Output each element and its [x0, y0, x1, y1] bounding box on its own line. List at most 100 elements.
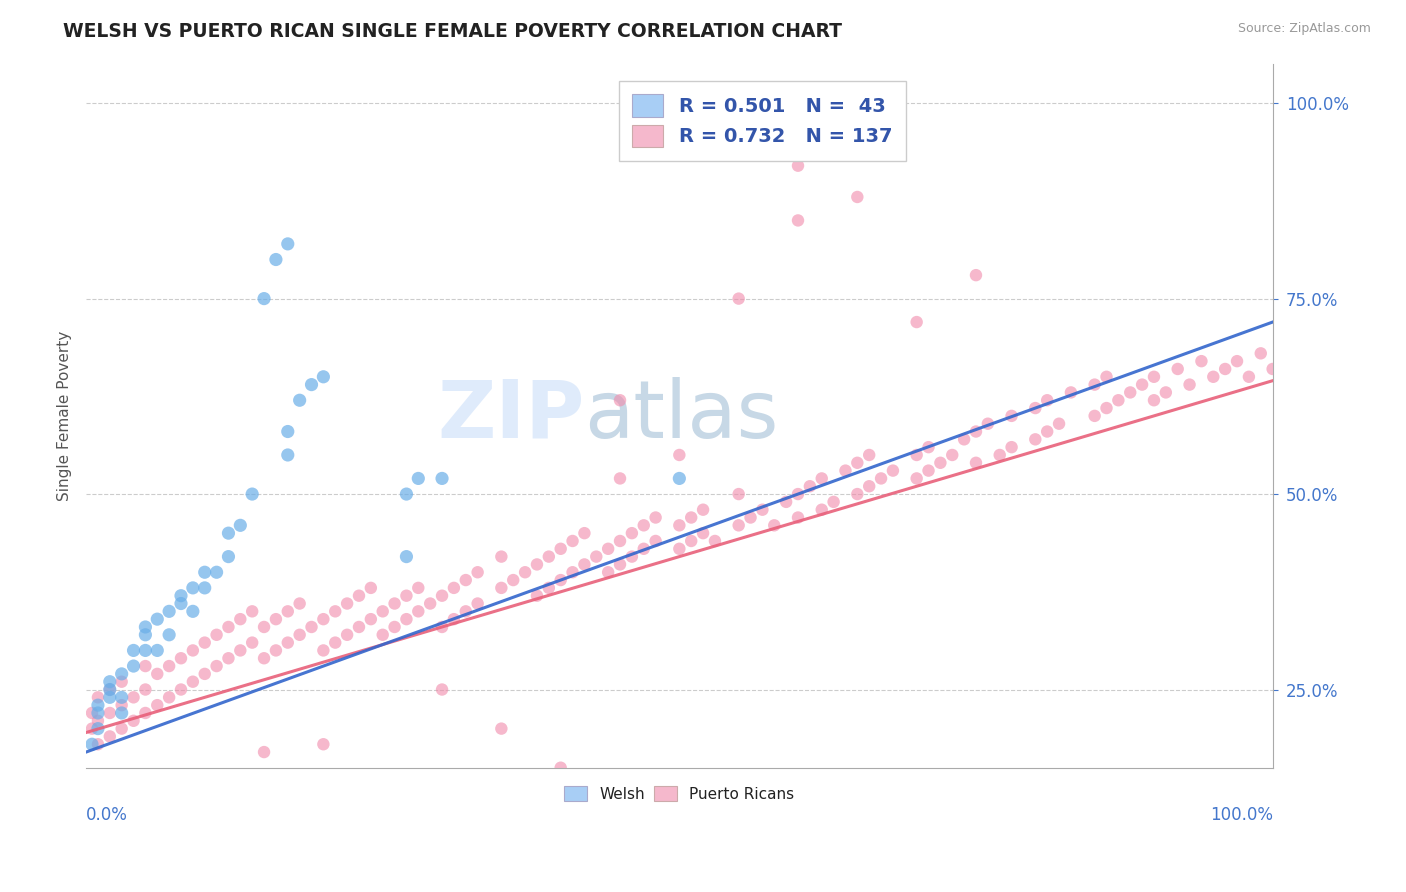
Point	[134, 620, 156, 634]
Point	[668, 448, 690, 462]
Point	[264, 612, 287, 626]
Point	[170, 589, 193, 603]
Point	[491, 722, 513, 736]
Y-axis label: Single Female Poverty: Single Female Poverty	[58, 331, 72, 501]
Point	[633, 541, 655, 556]
Point	[288, 628, 311, 642]
Point	[846, 456, 869, 470]
Point	[181, 643, 204, 657]
Point	[122, 690, 145, 705]
Point	[430, 620, 453, 634]
Point	[965, 268, 987, 282]
Point	[1000, 409, 1022, 423]
Point	[371, 628, 394, 642]
Point	[217, 651, 239, 665]
Point	[977, 417, 1000, 431]
Point	[87, 690, 110, 705]
Point	[598, 541, 620, 556]
Point	[194, 566, 217, 580]
Point	[384, 597, 406, 611]
Point	[740, 510, 762, 524]
Point	[550, 761, 572, 775]
Point	[870, 471, 893, 485]
Point	[408, 471, 430, 485]
Point	[194, 635, 217, 649]
Point	[134, 643, 156, 657]
Point	[609, 533, 631, 548]
Point	[513, 566, 536, 580]
Point	[502, 573, 524, 587]
Point	[288, 597, 311, 611]
Point	[122, 714, 145, 728]
Point	[953, 433, 976, 447]
Point	[598, 566, 620, 580]
Point	[146, 643, 169, 657]
Point	[277, 604, 299, 618]
Point	[609, 558, 631, 572]
Point	[1154, 385, 1177, 400]
Point	[668, 518, 690, 533]
Point	[1107, 393, 1129, 408]
Point	[146, 666, 169, 681]
Point	[917, 464, 939, 478]
Point	[751, 502, 773, 516]
Point	[917, 440, 939, 454]
Point	[1226, 354, 1249, 368]
Point	[1261, 362, 1284, 376]
Point	[692, 502, 714, 516]
Point	[467, 566, 489, 580]
Point	[727, 518, 749, 533]
Point	[395, 589, 418, 603]
Point	[229, 518, 252, 533]
Point	[181, 674, 204, 689]
Point	[1036, 393, 1059, 408]
Point	[988, 448, 1011, 462]
Point	[301, 620, 323, 634]
Point	[205, 566, 228, 580]
Point	[846, 190, 869, 204]
Point	[467, 597, 489, 611]
Point	[323, 604, 346, 618]
Point	[1130, 377, 1153, 392]
Point	[1000, 440, 1022, 454]
Point	[727, 292, 749, 306]
Point	[1250, 346, 1272, 360]
Point	[1202, 369, 1225, 384]
Point	[574, 558, 596, 572]
Point	[1167, 362, 1189, 376]
Point	[1191, 354, 1213, 368]
Point	[134, 682, 156, 697]
Point	[217, 549, 239, 564]
Point	[253, 620, 276, 634]
Point	[347, 620, 370, 634]
Point	[87, 722, 110, 736]
Point	[277, 448, 299, 462]
Point	[336, 628, 359, 642]
Point	[408, 604, 430, 618]
Point	[609, 393, 631, 408]
Point	[312, 612, 335, 626]
Point	[134, 628, 156, 642]
Point	[430, 471, 453, 485]
Point	[1237, 369, 1260, 384]
Point	[312, 369, 335, 384]
Point	[264, 252, 287, 267]
Point	[905, 448, 928, 462]
Point	[111, 690, 134, 705]
Point	[360, 581, 382, 595]
Point	[430, 589, 453, 603]
Point	[229, 612, 252, 626]
Point	[644, 510, 666, 524]
Point	[395, 612, 418, 626]
Point	[205, 659, 228, 673]
Text: atlas: atlas	[585, 377, 779, 455]
Point	[823, 495, 845, 509]
Point	[681, 510, 703, 524]
Point	[288, 393, 311, 408]
Point	[111, 722, 134, 736]
Text: Source: ZipAtlas.com: Source: ZipAtlas.com	[1237, 22, 1371, 36]
Point	[194, 581, 217, 595]
Point	[585, 549, 607, 564]
Point	[574, 526, 596, 541]
Point	[134, 706, 156, 720]
